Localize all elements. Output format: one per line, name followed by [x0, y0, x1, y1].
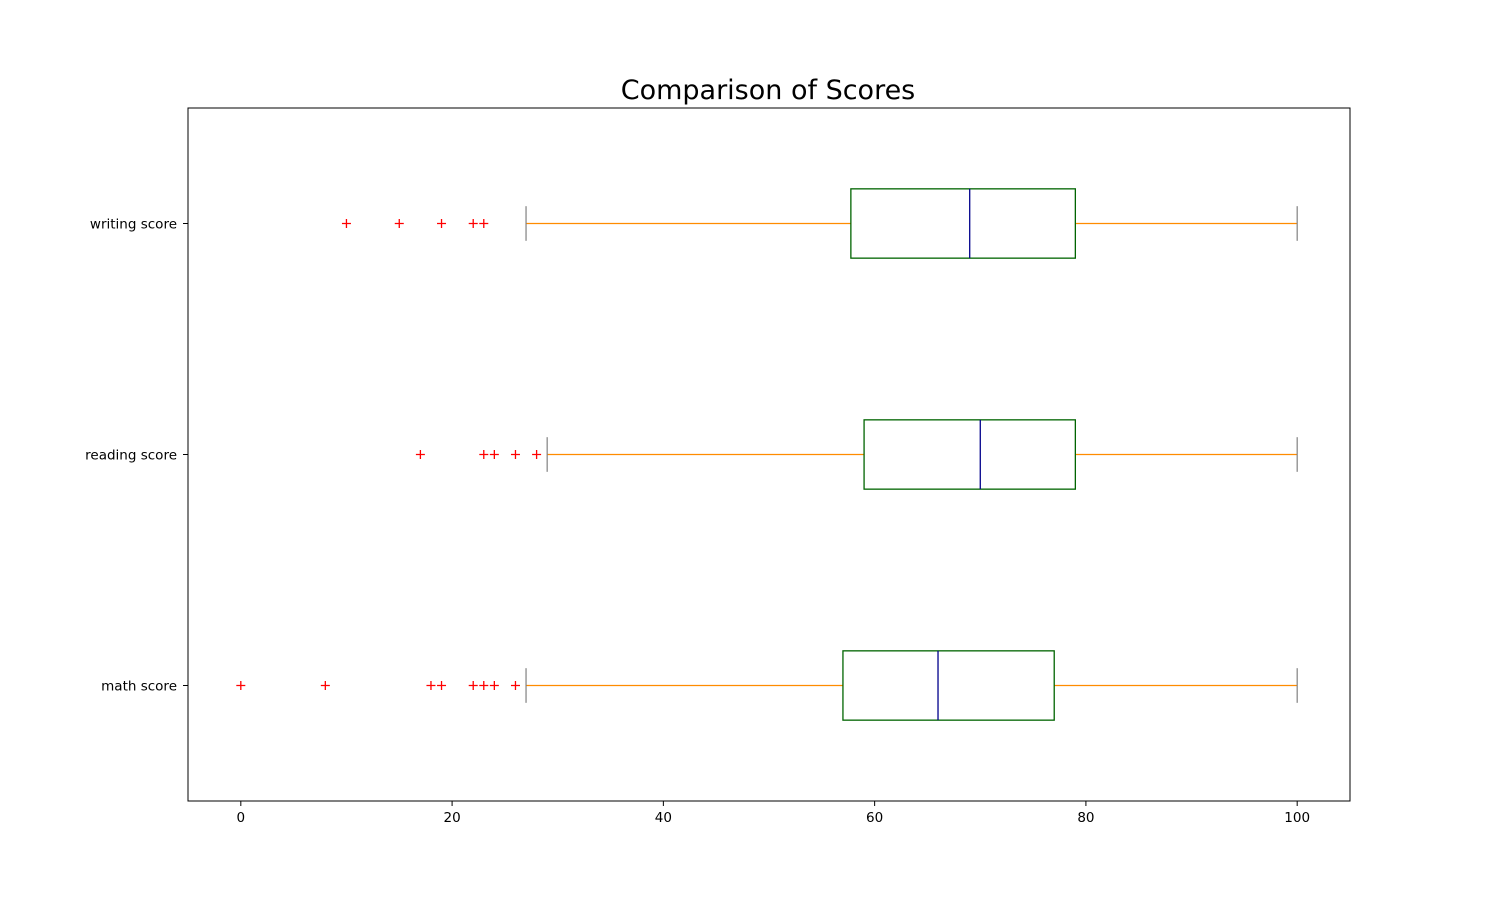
writing-score-box [850, 188, 1076, 259]
x-tick-label: 80 [1077, 810, 1094, 826]
reading-score-box-group [415, 419, 1298, 490]
x-tick-label: 60 [866, 810, 883, 826]
chart-title: Comparison of Scores [621, 75, 916, 106]
plot-area [236, 188, 1298, 721]
reading-score-outlier-3 [510, 450, 520, 459]
writing-score-outlier-0 [341, 219, 351, 228]
y-axis: math score reading score writing score [85, 217, 188, 695]
math-score-outlier-0 [236, 681, 246, 690]
math-score-box [842, 650, 1055, 721]
reading-score-outlier-2 [489, 450, 499, 459]
math-score-outlier-3 [437, 681, 447, 690]
reading-score-outlier-0 [415, 450, 425, 459]
y-tick-label: writing score [90, 217, 177, 233]
writing-score-outlier-3 [468, 219, 478, 228]
writing-score-box-group [341, 188, 1298, 259]
y-tick-label: math score [101, 679, 177, 695]
math-score-outlier-4 [468, 681, 478, 690]
math-score-box-group [236, 650, 1298, 721]
math-score-outlier-7 [510, 681, 520, 690]
y-tick-label: reading score [85, 448, 177, 464]
x-tick-label: 40 [655, 810, 672, 826]
writing-score-outlier-2 [437, 219, 447, 228]
reading-score-outlier-4 [532, 450, 542, 459]
writing-score-outlier-4 [479, 219, 489, 228]
math-score-outlier-2 [426, 681, 436, 690]
x-tick-label: 20 [443, 810, 460, 826]
math-score-outlier-5 [479, 681, 489, 690]
x-tick-label: 100 [1284, 810, 1310, 826]
math-score-outlier-1 [320, 681, 330, 690]
reading-score-outlier-1 [479, 450, 489, 459]
math-score-outlier-6 [489, 681, 499, 690]
x-axis: 0 20 40 60 80 100 [237, 801, 1310, 826]
x-tick-label: 0 [237, 810, 246, 826]
reading-score-box [863, 419, 1076, 490]
writing-score-outlier-1 [394, 219, 404, 228]
